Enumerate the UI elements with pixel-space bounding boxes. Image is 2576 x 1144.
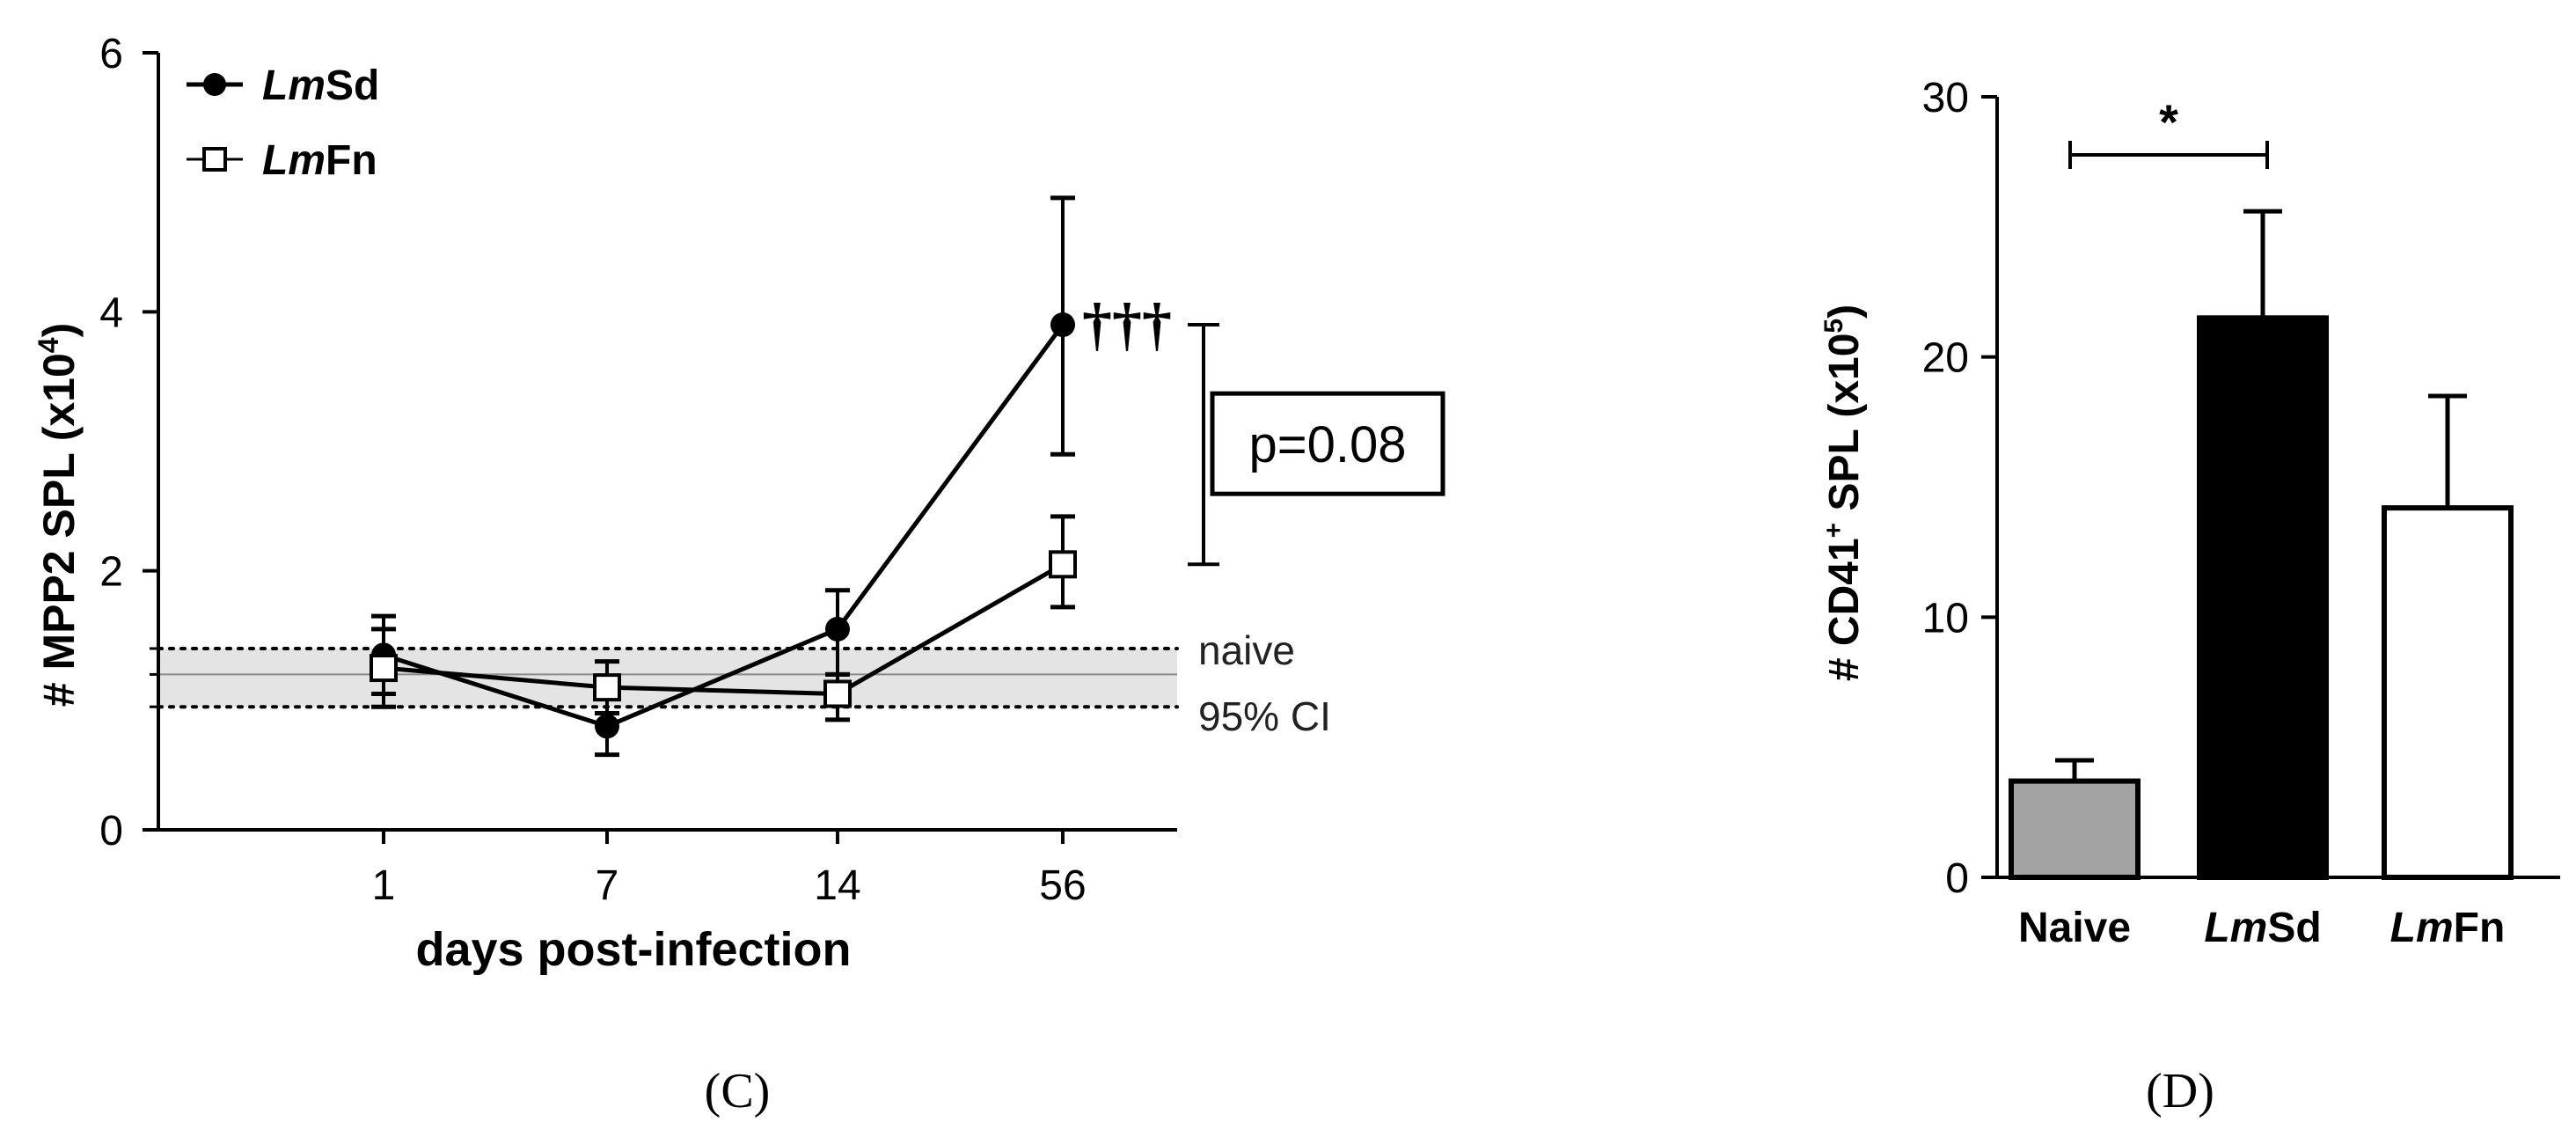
- svg-text:LmSd: LmSd: [262, 62, 379, 109]
- y-tick-label: 20: [1922, 335, 1969, 382]
- data-point: [593, 673, 621, 702]
- panel-d-significance-bracket: *: [2068, 94, 2269, 169]
- series-lmfn: [370, 514, 1077, 722]
- legend-lmfn-italic: Lm: [262, 137, 326, 184]
- y-tick-label: 30: [1922, 75, 1969, 121]
- x-tick-label: 14: [814, 862, 860, 909]
- x-tick-lmsd: LmSd: [2204, 905, 2321, 951]
- legend-item-lmfn: LmFn: [187, 137, 377, 184]
- panel-c-x-axis-label: days post-infection: [415, 923, 851, 976]
- legend-lmsd-italic: Lm: [262, 62, 326, 109]
- panel-c-y-tick-labels: 0 2 4 6: [99, 31, 123, 854]
- panel-d-y-tick-labels: 0 10 20 30: [1922, 75, 1969, 902]
- legend-lmfn-plain: Fn: [326, 137, 377, 184]
- y-tick-label: 4: [99, 290, 123, 336]
- data-point: [1049, 550, 1077, 579]
- x-tick-label: 1: [372, 862, 396, 909]
- panel-c-x-tick-labels: 1 7 14 56: [372, 862, 1087, 909]
- panel-d-bars: [2009, 209, 2514, 881]
- data-point: [1050, 312, 1075, 338]
- x-tick-naive: Naive: [2018, 905, 2131, 951]
- bar: [2009, 778, 2141, 880]
- data-point: [823, 679, 852, 708]
- y-tick-label: 0: [1945, 855, 1969, 902]
- y-tick-label: 6: [99, 31, 123, 77]
- ci-band-fill: [158, 648, 1177, 708]
- x-tick-label: 7: [596, 862, 619, 909]
- significance-star: *: [2159, 94, 2178, 150]
- data-point: [370, 654, 398, 683]
- p-value-box: [1210, 391, 1445, 496]
- naive-95ci-band: [157, 646, 1179, 709]
- panel-d-bar-chart: 0 10 20 30 * Naive LmSd LmFn # CD41+ SPL (x…: [1819, 75, 2560, 1118]
- panel-c-comparison-bracket: p=0.08: [1188, 323, 1445, 567]
- panel-d-y-axis-label: # CD41+ SPL (x105): [1819, 304, 1868, 681]
- svg-text:LmFn: LmFn: [262, 137, 377, 184]
- panel-d-x-tick-labels: Naive LmSd LmFn: [2018, 905, 2505, 951]
- data-point: [595, 714, 619, 739]
- data-point: [825, 616, 850, 642]
- y-tick-label: 10: [1922, 595, 1969, 642]
- legend-lmsd-plain: Sd: [326, 62, 379, 109]
- panel-c-y-axis-label: # MPP2 SPL (x104): [33, 323, 84, 708]
- panel-c-line-chart: 0 2 4 6 1 7 14 56 ††† p=0.08 days post-infecti…: [33, 31, 1445, 1118]
- daggers-annotation: †††: [1082, 290, 1172, 357]
- y-tick-label: 0: [99, 808, 123, 854]
- series-line: [383, 323, 1065, 729]
- naive-label: naive: [1198, 627, 1295, 673]
- p-value-text: p=0.08: [1248, 416, 1406, 473]
- legend-item-lmsd: LmSd: [187, 62, 379, 109]
- bar: [2197, 315, 2329, 881]
- x-tick-label: 56: [1039, 862, 1086, 909]
- panel-c-series: †††: [370, 195, 1172, 758]
- ci-label: 95% CI: [1198, 693, 1331, 739]
- x-tick-lmfn: LmFn: [2390, 905, 2506, 951]
- panel-d-label: (D): [2146, 1064, 2214, 1118]
- panel-c-legend: LmSd LmFn: [187, 62, 379, 184]
- panel-c-axes: [143, 51, 1177, 844]
- series-line: [383, 562, 1065, 696]
- bar: [2382, 505, 2514, 880]
- panel-c-label: (C): [705, 1064, 771, 1118]
- y-tick-label: 2: [99, 549, 123, 596]
